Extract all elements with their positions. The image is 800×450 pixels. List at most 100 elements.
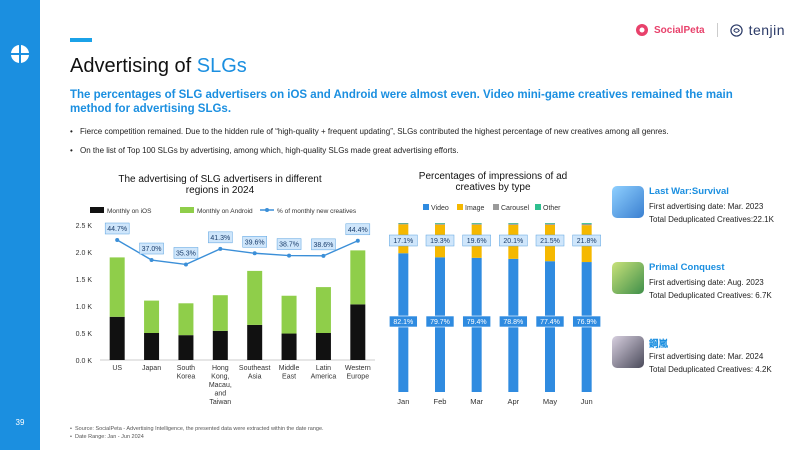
footnote-text: Date Range: Jan - Jun 2024 xyxy=(74,434,144,440)
footnote: • Source: SocialPeta - Advertising Intel… xyxy=(70,426,324,432)
chart-title: The advertising of SLG advertisers in di… xyxy=(118,174,321,196)
game-first-date: First advertising date: Mar. 2023 xyxy=(649,202,764,211)
bar-ios xyxy=(315,333,331,360)
bar-android xyxy=(281,295,297,334)
x-tick-label: and xyxy=(214,391,226,398)
bar-segment-other xyxy=(581,223,592,224)
line-point xyxy=(321,253,326,258)
x-tick-label: Macau, xyxy=(209,382,232,389)
data-label-box xyxy=(535,315,565,328)
regions-chart: The advertising of SLG advertisers in di… xyxy=(76,174,375,406)
chart-title: Percentages of impressions of ad creative… xyxy=(419,171,567,193)
socialpeta-brand: SocialPeta xyxy=(654,24,705,36)
x-tick-label: Jun xyxy=(581,397,593,406)
x-tick-label: Jan xyxy=(397,397,409,406)
data-label: 38.7% xyxy=(279,242,299,249)
line-point xyxy=(252,251,257,256)
line-point xyxy=(183,262,188,267)
data-label: 78.8% xyxy=(503,319,523,326)
data-label-box xyxy=(462,315,491,328)
title-prefix: Advertising of xyxy=(70,55,197,77)
bar-segment-other xyxy=(398,223,409,224)
game-thumbnail xyxy=(612,186,644,218)
y-tick-label: 2.5 K xyxy=(76,223,93,230)
creative-type-chart: Percentages of impressions of ad creative… xyxy=(389,171,601,406)
bar-android xyxy=(212,295,228,331)
game-creatives: Total Deduplicated Creatives: 4.2K xyxy=(649,365,772,374)
data-label-box xyxy=(462,234,491,247)
game-name: Last War:Survival xyxy=(649,186,729,197)
bar-segment-carousel xyxy=(398,223,409,225)
legend-swatch xyxy=(423,204,429,210)
page-subtitle: The percentages of SLG advertisers on iO… xyxy=(70,89,733,115)
left-sidebar: 39 xyxy=(0,0,40,450)
x-tick-label: Middle xyxy=(279,365,300,372)
data-label-box xyxy=(572,315,601,328)
bullet-dot: • xyxy=(70,146,73,155)
data-label-box xyxy=(572,234,601,247)
bar-ios xyxy=(178,335,194,360)
data-label: 76.9% xyxy=(577,319,597,326)
legend-label: Video xyxy=(431,205,449,212)
data-label: 41.3% xyxy=(210,235,230,242)
game-name: Primal Conquest xyxy=(649,262,725,273)
data-label: 19.3% xyxy=(430,238,450,245)
brand-logos: SocialPeta tenjin xyxy=(636,22,785,38)
data-label: 44.4% xyxy=(348,227,368,234)
x-tick-label: Southeast xyxy=(239,365,271,372)
data-label: 35.3% xyxy=(176,250,196,257)
data-label-box xyxy=(345,223,371,236)
line-point xyxy=(287,253,292,258)
x-tick-label: Taiwan xyxy=(209,399,231,406)
footnote: • Date Range: Jan - Jun 2024 xyxy=(70,434,144,440)
data-label: 37.0% xyxy=(142,246,162,253)
line-series-new-creatives xyxy=(116,239,359,266)
title-accent-bar xyxy=(70,38,92,42)
title-highlight: SLGs xyxy=(196,55,247,77)
legend-label: Carousel xyxy=(501,205,529,212)
bar-segment-carousel xyxy=(545,223,555,225)
game-creatives: Total Deduplicated Creatives:22.1K xyxy=(649,215,774,224)
data-label-box xyxy=(139,242,164,255)
line-point xyxy=(115,238,120,242)
x-tick-label: Japan xyxy=(142,365,161,372)
x-tick-label: Feb xyxy=(434,397,447,406)
game-first-date: First advertising date: Aug. 2023 xyxy=(649,278,764,287)
legend-label: % of monthly new creatives xyxy=(277,208,357,215)
x-tick-label: East xyxy=(282,374,296,381)
bullet-item: • On the list of Top 100 SLGs by advertis… xyxy=(70,146,459,155)
line-point xyxy=(355,238,360,243)
bar-segment-carousel xyxy=(508,223,519,225)
x-tick-label: Europe xyxy=(347,374,370,381)
data-label-box xyxy=(499,234,528,247)
legend-swatch xyxy=(457,204,463,210)
bar-segment-other xyxy=(435,223,445,224)
game-name: 鋼嵐 xyxy=(649,339,669,350)
data-label-box xyxy=(389,234,418,247)
bar-ios xyxy=(247,324,263,360)
legend-label: Other xyxy=(543,205,561,212)
x-tick-label: Hong xyxy=(212,365,229,372)
game-first-date: First advertising date: Mar. 2024 xyxy=(649,352,764,361)
page-title: Advertising of SLGs xyxy=(70,55,247,78)
bullet-text: Fierce competition remained. Due to the … xyxy=(80,127,669,136)
footnotes: • Source: SocialPeta - Advertising Intel… xyxy=(70,425,324,441)
data-label-box xyxy=(208,231,233,244)
data-label-box xyxy=(425,315,455,328)
data-label-box xyxy=(104,222,130,235)
data-label: 82.1% xyxy=(393,319,413,326)
y-tick-label: 1.5 K xyxy=(76,277,93,284)
tenjin-brand: tenjin xyxy=(748,22,786,38)
data-label-box xyxy=(276,238,302,250)
bullet-text: On the list of Top 100 SLGs by advertisi… xyxy=(80,146,459,155)
data-label-box xyxy=(425,234,455,247)
data-label-box xyxy=(242,236,267,248)
bar-ios xyxy=(281,333,297,360)
y-tick-label: 2.0 K xyxy=(76,250,93,257)
game-thumbnail xyxy=(612,262,644,294)
bar-segment-carousel xyxy=(581,223,592,226)
x-tick-label: Apr xyxy=(507,397,519,406)
tenjin-logo-icon xyxy=(729,23,743,37)
data-label: 44.7% xyxy=(107,226,127,233)
x-tick-label: May xyxy=(543,397,557,406)
